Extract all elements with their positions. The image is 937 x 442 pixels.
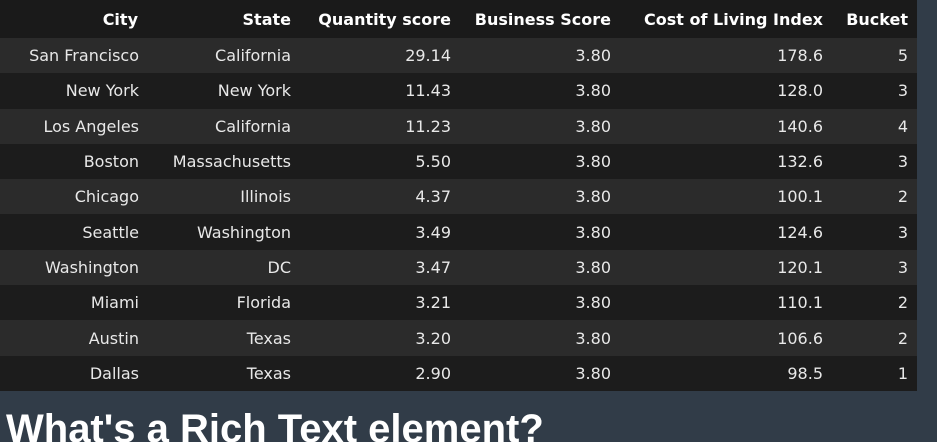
header-row: City State Quantity score Business Score… <box>0 0 917 38</box>
rich-text-heading: What's a Rich Text element? <box>6 407 544 442</box>
state-cell: California <box>215 46 291 66</box>
state-cell: Massachusetts <box>172 152 291 172</box>
quantity-score-cell: 4.37 <box>415 187 451 207</box>
state-cell: New York <box>217 81 291 101</box>
business-score-cell: 3.80 <box>575 293 611 313</box>
bucket-cell: 2 <box>897 293 908 313</box>
table-row: Seattle Washington 3.49 3.80 124.6 3 <box>0 214 917 250</box>
table-row: Austin Texas 3.20 3.80 106.6 2 <box>0 320 917 356</box>
bucket-cell: 3 <box>897 152 908 172</box>
column-header-city[interactable]: City <box>102 9 138 29</box>
quantity-score-cell: 29.14 <box>405 46 451 66</box>
data-table-container: City State Quantity score Business Score… <box>0 0 917 391</box>
business-score-cell: 3.80 <box>575 81 611 101</box>
quantity-score-cell: 3.47 <box>415 257 451 277</box>
table-body: San Francisco California 29.14 3.80 178.6 5 Ne… <box>0 38 917 391</box>
column-header-quantity-score[interactable]: Quantity score <box>318 9 451 29</box>
city-cell: San Francisco <box>29 46 139 66</box>
business-score-cell: 3.80 <box>575 152 611 172</box>
quantity-score-cell: 11.43 <box>405 81 451 101</box>
cost-of-living-cell: 132.6 <box>777 152 823 172</box>
city-cell: Chicago <box>74 187 139 207</box>
cost-of-living-cell: 120.1 <box>777 257 823 277</box>
city-cell: Miami <box>90 293 139 313</box>
city-cell: Los Angeles <box>43 116 139 136</box>
business-score-cell: 3.80 <box>575 363 611 383</box>
cities-table: City State Quantity score Business Score… <box>0 0 917 391</box>
city-cell: Washington <box>44 257 139 277</box>
city-cell: Austin <box>88 328 139 348</box>
state-cell: Florida <box>236 293 291 313</box>
quantity-score-cell: 3.20 <box>415 328 451 348</box>
quantity-score-cell: 3.49 <box>415 222 451 242</box>
table-row: Dallas Texas 2.90 3.80 98.5 1 <box>0 355 917 391</box>
cost-of-living-cell: 124.6 <box>777 222 823 242</box>
state-cell: Texas <box>246 328 291 348</box>
cost-of-living-cell: 98.5 <box>787 363 823 383</box>
bucket-cell: 3 <box>897 81 908 101</box>
quantity-score-cell: 3.21 <box>415 293 451 313</box>
state-cell: Washington <box>196 222 291 242</box>
cost-of-living-cell: 100.1 <box>777 187 823 207</box>
state-cell: Illinois <box>240 187 291 207</box>
table-row: Washington DC 3.47 3.80 120.1 3 <box>0 249 917 286</box>
bucket-cell: 2 <box>897 328 908 348</box>
quantity-score-cell: 2.90 <box>415 363 451 383</box>
cost-of-living-cell: 140.6 <box>777 116 823 136</box>
business-score-cell: 3.80 <box>575 187 611 207</box>
table-header: City State Quantity score Business Score… <box>0 0 917 38</box>
table-row: San Francisco California 29.14 3.80 178.6 5 <box>0 38 917 74</box>
state-cell: Texas <box>246 363 291 383</box>
quantity-score-cell: 5.50 <box>415 152 451 172</box>
business-score-cell: 3.80 <box>575 257 611 277</box>
bucket-cell: 5 <box>897 46 908 66</box>
city-cell: Dallas <box>89 363 139 383</box>
column-header-bucket[interactable]: Bucket <box>846 9 908 29</box>
column-header-cost-of-living-index[interactable]: Cost of Living Index <box>644 9 823 29</box>
cost-of-living-cell: 106.6 <box>777 328 823 348</box>
table-row: Miami Florida 3.21 3.80 110.1 2 <box>0 285 917 321</box>
bucket-cell: 2 <box>897 187 908 207</box>
business-score-cell: 3.80 <box>575 222 611 242</box>
cost-of-living-cell: 178.6 <box>777 46 823 66</box>
state-cell: California <box>215 116 291 136</box>
business-score-cell: 3.80 <box>575 46 611 66</box>
table-row: Los Angeles California 11.23 3.80 140.6 4 <box>0 108 917 144</box>
state-cell: DC <box>267 257 292 277</box>
bucket-cell: 3 <box>897 257 908 277</box>
table-row: Chicago Illinois 4.37 3.80 100.1 2 <box>0 179 917 215</box>
table-row: Boston Massachusetts 5.50 3.80 132.6 3 <box>0 143 917 180</box>
cost-of-living-cell: 128.0 <box>777 81 823 101</box>
bucket-cell: 1 <box>897 363 908 383</box>
column-header-state[interactable]: State <box>242 9 291 29</box>
bucket-cell: 3 <box>897 222 908 242</box>
business-score-cell: 3.80 <box>575 328 611 348</box>
bucket-cell: 4 <box>897 116 908 136</box>
city-cell: New York <box>65 81 139 101</box>
cost-of-living-cell: 110.1 <box>777 293 823 313</box>
city-cell: Seattle <box>82 222 139 242</box>
business-score-cell: 3.80 <box>575 116 611 136</box>
table-row: New York New York 11.43 3.80 128.0 3 <box>0 73 917 109</box>
column-header-business-score[interactable]: Business Score <box>474 9 611 29</box>
city-cell: Boston <box>83 152 139 172</box>
quantity-score-cell: 11.23 <box>405 116 451 136</box>
